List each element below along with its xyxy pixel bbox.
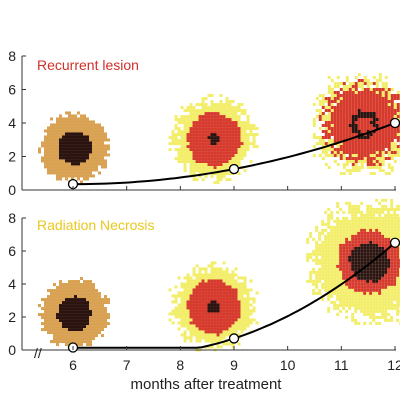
lesion-images-recurrent — [38, 73, 400, 185]
x-axis-label: months after treatment — [131, 376, 283, 393]
data-point-necrosis-1 — [228, 333, 240, 344]
y-ticks-recurrent: 0 2 4 6 8 — [8, 48, 26, 198]
lesion-image-recurrent-0 — [38, 111, 110, 184]
x-tick-label: 6 — [69, 357, 77, 373]
y-tick-label: 0 — [8, 182, 16, 198]
data-points-necrosis — [67, 237, 400, 353]
annotation-radiation-necrosis: Radiation Necrosis — [37, 217, 155, 233]
x-tick-label: 11 — [334, 357, 349, 373]
lesion-image-necrosis-1 — [168, 261, 259, 352]
data-point-recurrent-2 — [389, 117, 400, 129]
y-tick-label: 6 — [8, 243, 16, 259]
y-tick-label: 4 — [8, 115, 16, 131]
x-tick-label: 7 — [123, 357, 131, 373]
x-tick-label: 12 — [387, 357, 400, 373]
y-tick-label: 6 — [8, 82, 16, 98]
y-ticks-necrosis: 0 2 4 6 8 — [8, 210, 26, 358]
lesion-images-necrosis — [38, 198, 400, 352]
lesion-image-necrosis-2 — [306, 198, 400, 325]
data-point-necrosis-2 — [389, 237, 400, 248]
axis-break-mark: // — [34, 345, 42, 361]
lesion-image-recurrent-1 — [168, 94, 259, 185]
annotation-recurrent-lesion: Recurrent lesion — [37, 57, 139, 73]
x-tick-label: 9 — [230, 357, 238, 373]
y-tick-label: 8 — [8, 48, 16, 64]
y-tick-label: 0 — [8, 342, 16, 358]
data-points-recurrent — [67, 117, 400, 190]
x-tick-label: 8 — [176, 357, 184, 373]
y-tick-label: 4 — [8, 276, 16, 292]
y-tick-label: 2 — [8, 309, 16, 325]
y-tick-label: 2 — [8, 149, 16, 165]
data-point-recurrent-1 — [228, 163, 240, 175]
lesion-image-recurrent-2 — [312, 73, 400, 175]
x-tick-label: 10 — [280, 357, 296, 373]
y-tick-label: 8 — [8, 210, 16, 226]
lesion-image-necrosis-0 — [38, 277, 110, 347]
panel-recurrent: 0 2 4 6 8 Recurrent lesion — [8, 48, 400, 198]
panel-necrosis: 0 2 4 6 8 Radiation Necrosis — [8, 198, 400, 358]
x-ticks: 6 7 8 9 10 11 12 — [69, 186, 400, 373]
